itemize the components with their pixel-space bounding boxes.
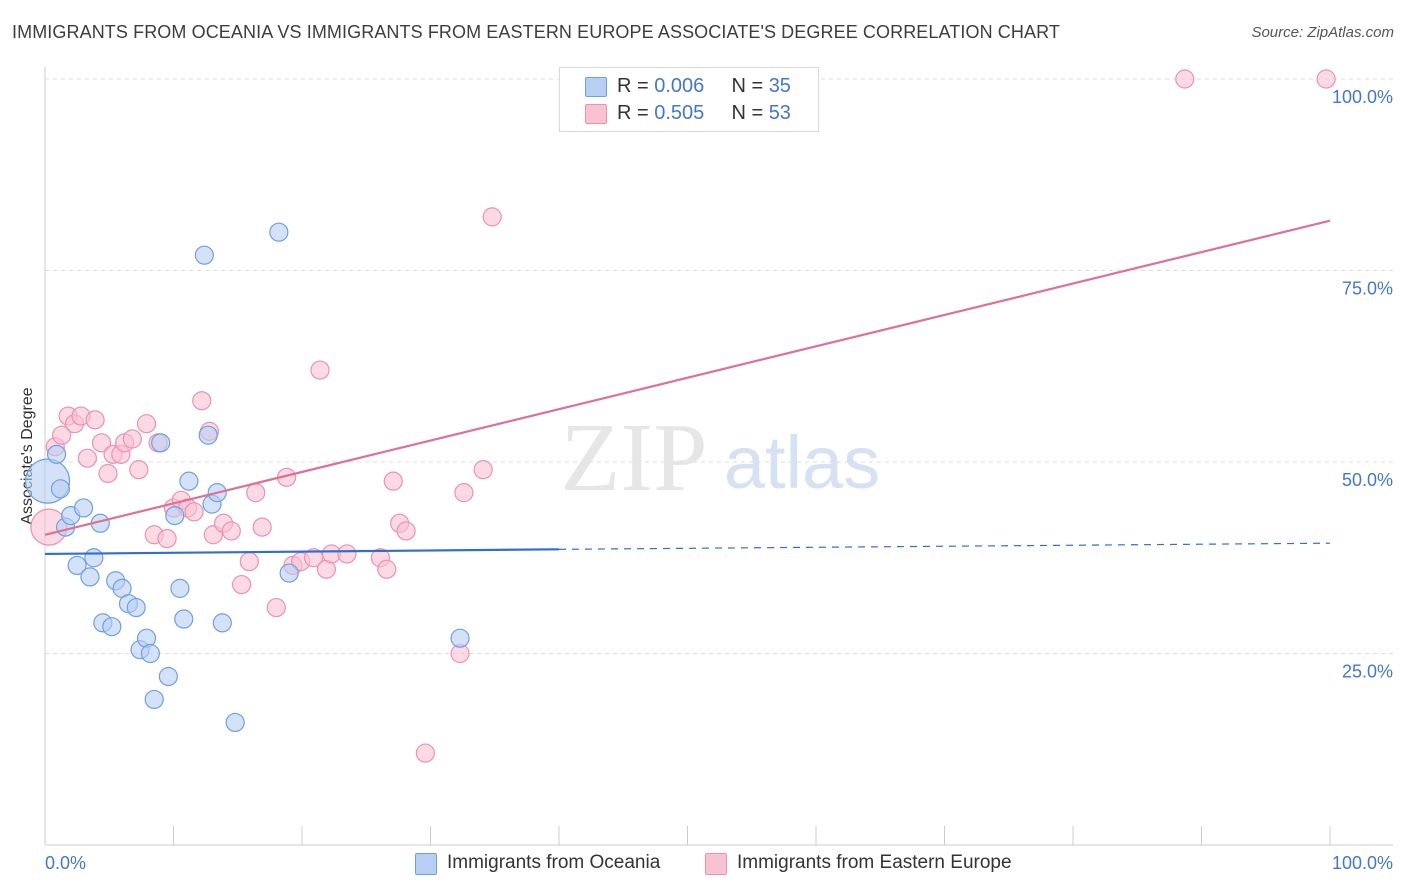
eastern-europe-point — [129, 460, 149, 480]
eastern-europe-point — [473, 460, 493, 480]
oceania-point — [174, 609, 194, 629]
legend-n-label: N = — [731, 102, 769, 124]
oceania-point — [450, 628, 470, 648]
oceania-r-value: 0.006 — [654, 75, 705, 97]
eastern-europe-point — [396, 521, 416, 541]
oceania-point — [179, 471, 199, 491]
y-tick-label: 75.0% — [1342, 279, 1393, 299]
eastern-europe-point — [252, 517, 272, 537]
correlation-legend: R = 0.006 N = 35 R = 0.505 N = 53 — [559, 67, 819, 132]
eastern-europe-legend-swatch — [705, 853, 727, 875]
eastern-europe-point — [85, 410, 105, 430]
eastern-europe-point — [136, 414, 157, 434]
oceania-point — [151, 433, 171, 453]
watermark: ZIP atlas — [561, 404, 881, 512]
x-tick-label-min: 0.0% — [45, 853, 86, 873]
oceania-point — [212, 613, 232, 633]
y-tick-label: 100.0% — [1332, 87, 1393, 107]
oceania-n-value: 35 — [768, 75, 791, 97]
tick-label-layer: 25.0% 50.0% 75.0% 100.0% 0.0% 100.0% — [45, 87, 1393, 873]
eastern-europe-n-value: 53 — [768, 102, 791, 124]
eastern-europe-points — [30, 69, 1336, 763]
eastern-europe-point — [303, 548, 324, 568]
oceania-point — [225, 712, 245, 733]
oceania-trend-line — [44, 548, 560, 556]
chart-title: IMMIGRANTS FROM OCEANIA VS IMMIGRANTS FR… — [12, 22, 1060, 42]
y-tick-label: 25.0% — [1342, 662, 1393, 682]
eastern-europe-legend-label: Immigrants from Eastern Europe — [737, 852, 1012, 873]
oceania-point — [80, 567, 100, 587]
eastern-europe-point — [310, 360, 330, 380]
eastern-europe-point — [184, 502, 204, 522]
eastern-europe-point — [157, 528, 177, 549]
eastern-europe-point — [383, 471, 403, 491]
eastern-europe-trend-line — [44, 219, 1331, 536]
oceania-point — [165, 506, 185, 526]
eastern-europe-point — [221, 521, 241, 541]
eastern-europe-point — [454, 483, 474, 503]
oceania-point — [46, 444, 67, 464]
eastern-europe-point — [1175, 69, 1195, 89]
eastern-europe-point — [91, 433, 112, 453]
eastern-europe-point — [266, 597, 286, 618]
eastern-europe-r-value: 0.505 — [654, 102, 705, 124]
chart-source: Source: ZipAtlas.com — [1251, 24, 1394, 41]
oceania-legend-swatch — [415, 853, 437, 875]
oceania-point — [73, 498, 94, 518]
eastern-europe-swatch — [585, 104, 607, 124]
eastern-europe-point — [122, 429, 142, 449]
watermark-atlas: atlas — [724, 421, 880, 504]
eastern-europe-point — [232, 574, 252, 595]
oceania-point — [194, 245, 214, 265]
legend-r-label: R = — [617, 75, 655, 97]
trend-layer — [44, 219, 1331, 556]
oceania-point — [140, 643, 160, 664]
axis-layer — [44, 67, 1393, 846]
oceania-point — [50, 479, 71, 499]
eastern-europe-point — [337, 544, 357, 564]
eastern-europe-point — [52, 425, 72, 445]
eastern-europe-point — [98, 463, 118, 484]
eastern-europe-point — [192, 391, 212, 411]
eastern-europe-point — [239, 551, 259, 572]
eastern-europe-point — [415, 743, 435, 763]
watermark-zip: ZIP — [561, 404, 708, 512]
oceania-point — [170, 578, 190, 598]
y-tick-label: 50.0% — [1342, 470, 1393, 490]
eastern-europe-point — [482, 207, 502, 227]
oceania-point — [279, 563, 299, 583]
legend-n-label: N = — [731, 75, 769, 97]
legend-r-label: R = — [617, 102, 655, 124]
oceania-swatch — [585, 77, 607, 97]
oceania-trend-extension — [558, 542, 1331, 550]
x-tick-label-max: 100.0% — [1332, 853, 1393, 873]
eastern-europe-point — [1316, 69, 1336, 89]
grid-layer — [45, 78, 1393, 654]
oceania-point — [144, 689, 164, 710]
oceania-point — [126, 597, 146, 618]
oceania-point — [269, 222, 289, 242]
eastern-europe-point — [377, 559, 397, 579]
eastern-europe-point — [77, 448, 98, 468]
oceania-point — [198, 425, 218, 445]
eastern-europe-point — [246, 483, 266, 503]
oceania-point — [102, 617, 122, 637]
oceania-point — [84, 548, 104, 568]
oceania-point — [158, 666, 178, 687]
oceania-point — [67, 555, 87, 576]
oceania-points — [24, 222, 470, 733]
oceania-legend-label: Immigrants from Oceania — [447, 852, 661, 873]
